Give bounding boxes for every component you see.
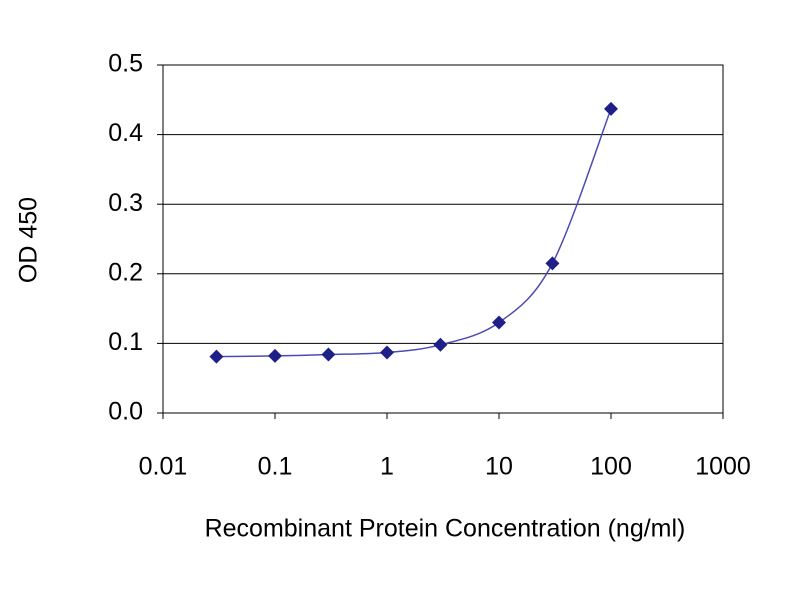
x-axis-label: Recombinant Protein Concentration (ng/ml… [205,515,686,543]
y-tick-label: 0.3 [108,189,143,217]
x-tick-label: 0.01 [139,453,188,481]
data-point [604,101,618,116]
x-tick-label: 1 [380,453,394,481]
data-point [209,349,224,364]
y-tick-label: 0.1 [108,328,143,356]
y-tick-label: 0.5 [108,50,143,78]
y-axis-label: OD 450 [15,197,43,283]
data-point [321,347,336,362]
data-point [268,348,282,363]
plot-area [162,64,724,414]
y-tick-label: 0.0 [108,398,143,426]
y-tick-label: 0.4 [108,119,143,147]
x-tick-label: 100 [590,453,632,481]
data-point [492,315,506,330]
data-point [545,256,560,271]
data-point [380,345,394,360]
x-tick-label: 1000 [695,453,751,481]
x-tick-label: 0.1 [258,453,293,481]
x-tick-label: 10 [485,453,513,481]
data-point [433,337,448,352]
y-tick-label: 0.2 [108,258,143,286]
